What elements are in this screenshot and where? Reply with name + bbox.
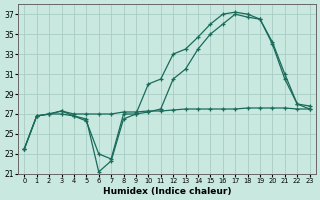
X-axis label: Humidex (Indice chaleur): Humidex (Indice chaleur) [103,187,231,196]
